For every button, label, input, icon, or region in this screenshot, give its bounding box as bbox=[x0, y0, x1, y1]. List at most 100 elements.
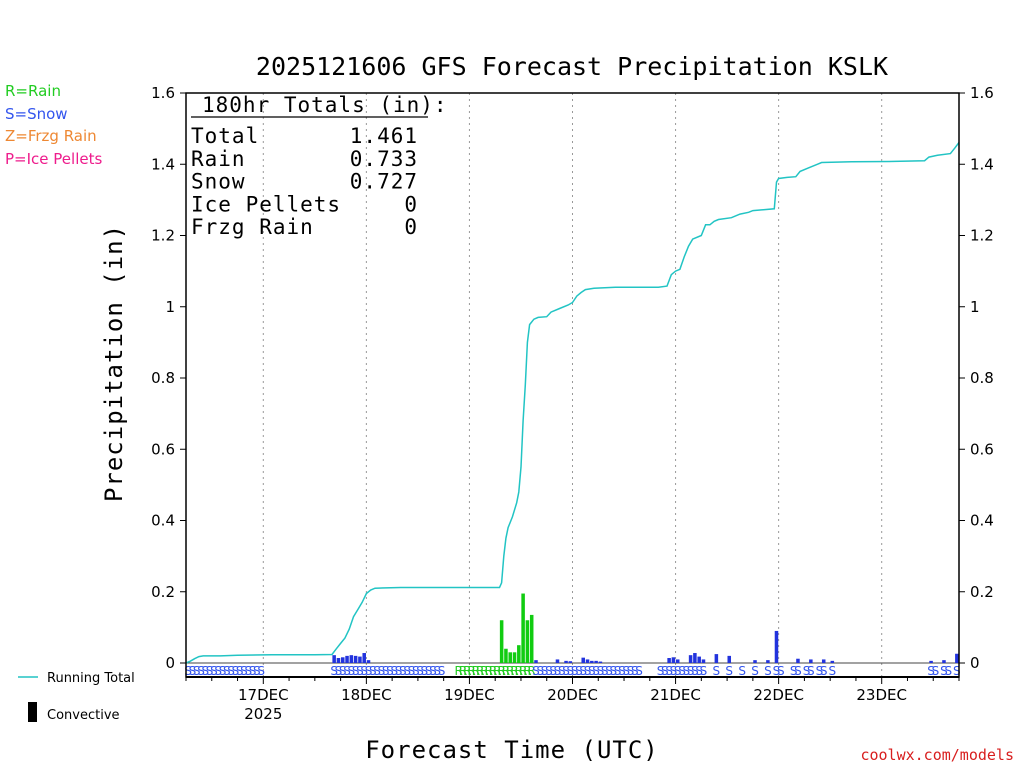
ptype-56: S bbox=[425, 664, 433, 678]
bar-snow-13 bbox=[568, 661, 573, 663]
ptype-98: S bbox=[605, 664, 613, 678]
ptype-101: S bbox=[618, 664, 626, 678]
ptype-76: R bbox=[510, 664, 518, 678]
ptype-144: S bbox=[803, 664, 811, 678]
bar-snow-19 bbox=[667, 658, 671, 663]
bar-snow-32 bbox=[809, 659, 813, 663]
bar-snow-25 bbox=[701, 659, 706, 663]
x-tick-sublabel-0: 2025 bbox=[244, 705, 282, 723]
bar-snow-11 bbox=[555, 659, 560, 663]
totals-label-4: Frzg Rain bbox=[191, 215, 314, 239]
totals-label-1: Rain bbox=[191, 147, 246, 171]
ptype-147: S bbox=[816, 664, 824, 678]
ptype-78: R bbox=[519, 664, 527, 678]
ptype-174: S bbox=[932, 664, 940, 678]
ptype-95: S bbox=[592, 664, 600, 678]
ptype-113: S bbox=[670, 664, 678, 678]
ptype-47: S bbox=[386, 664, 394, 678]
ptype-104: S bbox=[631, 664, 639, 678]
vertical-gridlines bbox=[186, 93, 959, 677]
y-axis-left: 0 0.2 0.4 0.6 0.8 1 1.2 1.4 1.6 bbox=[151, 84, 186, 672]
ptype-38: S bbox=[348, 664, 356, 678]
ptype-176: S bbox=[940, 664, 948, 678]
ptype-132: S bbox=[751, 664, 759, 678]
ptype-34: S bbox=[330, 664, 338, 678]
ptype-42: S bbox=[365, 664, 373, 678]
bar-snow-21 bbox=[675, 659, 680, 663]
y-tick-label-left-1: 0.2 bbox=[151, 583, 175, 601]
ptype-111: S bbox=[661, 664, 669, 678]
totals-label-0: Total bbox=[191, 124, 259, 148]
ptype-45: S bbox=[378, 664, 386, 678]
ptype-72: R bbox=[493, 664, 501, 678]
ptype-100: S bbox=[614, 664, 622, 678]
ptype-59: S bbox=[438, 664, 446, 678]
ptype-82: S bbox=[536, 664, 544, 678]
ptype-40: S bbox=[356, 664, 364, 678]
bar-snow-26 bbox=[714, 654, 719, 663]
precip-type-legend: R=Rain S=Snow Z=Frzg Rain P=Ice Pellets bbox=[5, 82, 102, 168]
bar-snow-15 bbox=[585, 659, 590, 663]
ptype-117: S bbox=[687, 664, 695, 678]
ptype-87: S bbox=[558, 664, 566, 678]
ptype-110: S bbox=[657, 664, 665, 678]
bar-snow-4 bbox=[349, 655, 354, 663]
legend-rain: R=Rain bbox=[5, 82, 61, 100]
bar-snow-30 bbox=[774, 630, 779, 663]
precip-bars bbox=[332, 593, 959, 663]
bar-snow-2 bbox=[340, 657, 345, 663]
ptype-103: S bbox=[627, 664, 635, 678]
x-tick-label-5: 22DEC bbox=[753, 686, 804, 704]
legend-ice-pellets: P=Ice Pellets bbox=[5, 150, 102, 168]
ptype-85: S bbox=[549, 664, 557, 678]
y-tick-label-right-4: 0.8 bbox=[970, 369, 994, 387]
bar-rain-6 bbox=[525, 620, 530, 663]
y-tick-label-left-6: 1.2 bbox=[151, 227, 175, 245]
totals-header: 180hr Totals (in): bbox=[202, 93, 448, 117]
site-credit: coolwx.com/models bbox=[860, 746, 1014, 764]
chart-title: 2025121606 GFS Forecast Precipitation KS… bbox=[256, 52, 888, 81]
bar-snow-5 bbox=[353, 655, 358, 663]
y-tick-label-left-7: 1.4 bbox=[151, 155, 175, 173]
ptype-35: S bbox=[335, 664, 343, 678]
bar-snow-28 bbox=[753, 660, 757, 663]
ptype-91: S bbox=[575, 664, 583, 678]
ptype-50: S bbox=[399, 664, 407, 678]
bar-rain-4 bbox=[517, 645, 521, 663]
bar-snow-20 bbox=[671, 657, 676, 663]
ptype-63: R bbox=[455, 664, 463, 678]
running-total-line bbox=[185, 142, 960, 664]
ptype-5: S bbox=[206, 664, 214, 678]
ptype-37: S bbox=[343, 664, 351, 678]
ptype-90: S bbox=[571, 664, 579, 678]
x-tick-label-2: 19DEC bbox=[444, 686, 495, 704]
bar-snow-18 bbox=[598, 661, 603, 663]
x-tick-label-4: 21DEC bbox=[650, 686, 701, 704]
bar-rain-3 bbox=[512, 652, 517, 663]
ptype-93: S bbox=[584, 664, 592, 678]
ptype-2: S bbox=[193, 664, 201, 678]
bar-rain-1 bbox=[504, 648, 508, 663]
bar-snow-16 bbox=[590, 660, 594, 663]
y-axis-label: Precipitation (in) bbox=[100, 224, 128, 502]
ptype-88: S bbox=[562, 664, 570, 678]
ptype-12: S bbox=[236, 664, 244, 678]
ptype-70: R bbox=[485, 664, 493, 678]
bar-rain-5 bbox=[521, 593, 525, 663]
totals-value-1: 0.733 bbox=[350, 147, 418, 171]
ptype-15: S bbox=[249, 664, 257, 678]
ptype-141: S bbox=[790, 664, 798, 678]
ptype-41: S bbox=[360, 664, 368, 678]
legend-snow: S=Snow bbox=[5, 105, 68, 123]
ptype-96: S bbox=[597, 664, 605, 678]
ptype-126: S bbox=[725, 664, 733, 678]
ptype-1: S bbox=[189, 664, 197, 678]
ptype-10: S bbox=[227, 664, 235, 678]
totals-value-3: 0 bbox=[404, 192, 418, 216]
y-tick-label-right-6: 1.2 bbox=[970, 227, 994, 245]
ptype-137: S bbox=[773, 664, 781, 678]
bottom-legend: Running Total Convective bbox=[18, 671, 135, 723]
y-tick-label-right-2: 0.4 bbox=[970, 512, 994, 530]
ptype-58: S bbox=[433, 664, 441, 678]
